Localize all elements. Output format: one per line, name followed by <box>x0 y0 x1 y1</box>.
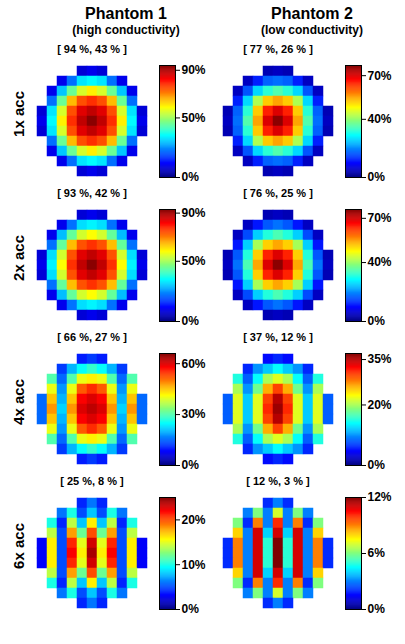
html-text:[ 94 %, 43 % ]: [ 94 %, 43 % ] <box>57 43 127 55</box>
svg-text:0%: 0% <box>182 314 200 328</box>
svg-text:50%: 50% <box>182 111 206 125</box>
html-text:(high conductivity): (high conductivity) <box>72 23 180 37</box>
svg-text:0%: 0% <box>182 458 200 472</box>
html-text:[ 77 %, 26 % ]: [ 77 %, 26 % ] <box>243 43 313 55</box>
svg-text:70%: 70% <box>368 211 392 225</box>
svg-text:0%: 0% <box>182 170 200 184</box>
html-text:[ 25 %, 8 % ]: [ 25 %, 8 % ] <box>60 475 124 487</box>
html-text:2x acc: 2x acc <box>9 235 27 281</box>
svg-text:60%: 60% <box>182 357 206 371</box>
svg-text:0%: 0% <box>368 170 386 184</box>
svg-text:50%: 50% <box>182 254 206 268</box>
html-text:[ 12 %, 3 % ]: [ 12 %, 3 % ] <box>246 475 310 487</box>
html-text:[ 37 %, 12 % ]: [ 37 %, 12 % ] <box>243 331 313 343</box>
svg-text:20%: 20% <box>368 398 392 412</box>
svg-text:35%: 35% <box>368 352 392 366</box>
svg-text:12%: 12% <box>368 490 392 504</box>
html-text:(low conductivity): (low conductivity) <box>261 23 363 37</box>
html-text:6x acc: 6x acc <box>9 523 27 569</box>
html-text:4x acc: 4x acc <box>9 379 27 425</box>
svg-text:40%: 40% <box>368 255 392 269</box>
svg-text:40%: 40% <box>368 112 392 126</box>
svg-text:0%: 0% <box>182 602 200 616</box>
svg-text:0%: 0% <box>368 602 386 616</box>
html-text:[ 76 %, 25 % ]: [ 76 %, 25 % ] <box>243 187 313 199</box>
svg-text:6%: 6% <box>368 546 386 560</box>
html-text:Phantom 2: Phantom 2 <box>271 5 353 22</box>
html-text:1x acc: 1x acc <box>9 91 27 137</box>
html-text:[ 93 %, 42 % ]: [ 93 %, 42 % ] <box>57 187 127 199</box>
svg-text:90%: 90% <box>182 63 206 77</box>
svg-text:30%: 30% <box>182 407 206 421</box>
svg-text:0%: 0% <box>368 458 386 472</box>
svg-text:10%: 10% <box>182 558 206 572</box>
html-text:Phantom 1: Phantom 1 <box>85 5 167 22</box>
svg-text:90%: 90% <box>182 206 206 220</box>
html-text:[ 66 %, 27 % ]: [ 66 %, 27 % ] <box>57 331 127 343</box>
svg-text:20%: 20% <box>182 513 206 527</box>
svg-text:0%: 0% <box>368 314 386 328</box>
svg-text:70%: 70% <box>368 69 392 83</box>
